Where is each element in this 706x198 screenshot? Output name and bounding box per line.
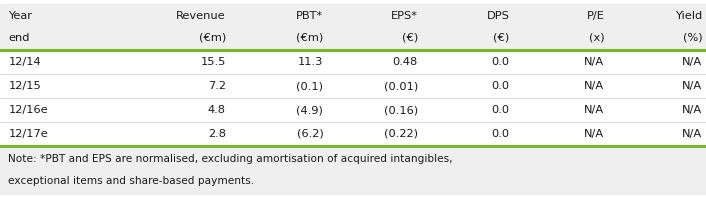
Text: Revenue: Revenue: [176, 11, 226, 21]
Text: (€): (€): [402, 33, 418, 43]
Text: (x): (x): [589, 33, 604, 43]
Text: EPS*: EPS*: [391, 11, 418, 21]
Text: N/A: N/A: [682, 57, 702, 67]
Text: end: end: [8, 33, 30, 43]
Text: Year: Year: [8, 11, 32, 21]
Text: (0.16): (0.16): [384, 105, 418, 115]
Text: 0.0: 0.0: [491, 105, 510, 115]
Text: N/A: N/A: [584, 129, 604, 139]
Text: (0.1): (0.1): [297, 81, 323, 91]
Text: 0.48: 0.48: [393, 57, 418, 67]
Text: N/A: N/A: [584, 57, 604, 67]
Text: PBT*: PBT*: [297, 11, 323, 21]
Text: 12/17e: 12/17e: [8, 129, 48, 139]
Text: 12/16e: 12/16e: [8, 105, 48, 115]
Text: (0.22): (0.22): [384, 129, 418, 139]
Bar: [0, 146, 706, 194]
Text: 0.0: 0.0: [491, 57, 510, 67]
Text: DPS: DPS: [487, 11, 510, 21]
Text: (€m): (€m): [198, 33, 226, 43]
Text: exceptional items and share-based payments.: exceptional items and share-based paymen…: [8, 176, 255, 186]
Text: Note: *PBT and EPS are normalised, excluding amortisation of acquired intangible: Note: *PBT and EPS are normalised, exclu…: [8, 154, 453, 164]
Bar: [0, 4, 706, 50]
Text: 0.0: 0.0: [491, 129, 510, 139]
Text: 0.0: 0.0: [491, 81, 510, 91]
Text: 4.8: 4.8: [208, 105, 226, 115]
Text: Yield: Yield: [675, 11, 702, 21]
Text: (4.9): (4.9): [297, 105, 323, 115]
Text: (€): (€): [493, 33, 510, 43]
Text: 11.3: 11.3: [298, 57, 323, 67]
Text: 7.2: 7.2: [208, 81, 226, 91]
Text: (0.01): (0.01): [383, 81, 418, 91]
Text: N/A: N/A: [584, 81, 604, 91]
Text: (€m): (€m): [296, 33, 323, 43]
Text: N/A: N/A: [682, 105, 702, 115]
Text: N/A: N/A: [682, 129, 702, 139]
Bar: [0, 50, 706, 146]
Text: 15.5: 15.5: [201, 57, 226, 67]
Text: 12/14: 12/14: [8, 57, 41, 67]
Text: (6.2): (6.2): [297, 129, 323, 139]
Text: N/A: N/A: [584, 105, 604, 115]
Text: (%): (%): [683, 33, 702, 43]
Text: N/A: N/A: [682, 81, 702, 91]
Text: 2.8: 2.8: [208, 129, 226, 139]
Text: P/E: P/E: [587, 11, 604, 21]
Text: 12/15: 12/15: [8, 81, 41, 91]
